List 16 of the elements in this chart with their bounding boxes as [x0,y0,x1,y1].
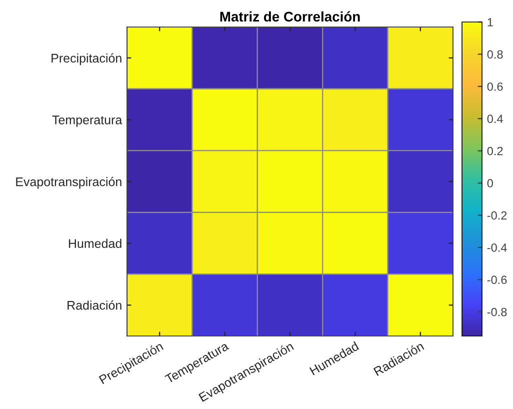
y-tick-label: Evapotranspiración [16,176,122,189]
color-bar-label: 0.2 [487,146,503,156]
color-bar-label: -0.8 [487,308,507,316]
color-bar-label: 0 [487,179,493,188]
color-bar-label: 1 [488,18,493,26]
y-tick-label: Temperatura [52,116,122,127]
color-bar-label: -0.4 [487,243,507,252]
chart-title: Matriz de Correlación [220,11,360,22]
color-bar-label: 0.8 [487,50,503,59]
y-tick-label: Precipitación [52,53,122,66]
color-bar-label: -0.2 [487,211,507,220]
y-tick-label: Humedad [68,238,122,248]
color-bar-label: 0.4 [487,114,503,124]
color-bar-label: -0.6 [487,276,507,284]
color-bar-label: 0.6 [487,82,503,91]
y-tick-label: Radiación [68,300,122,310]
